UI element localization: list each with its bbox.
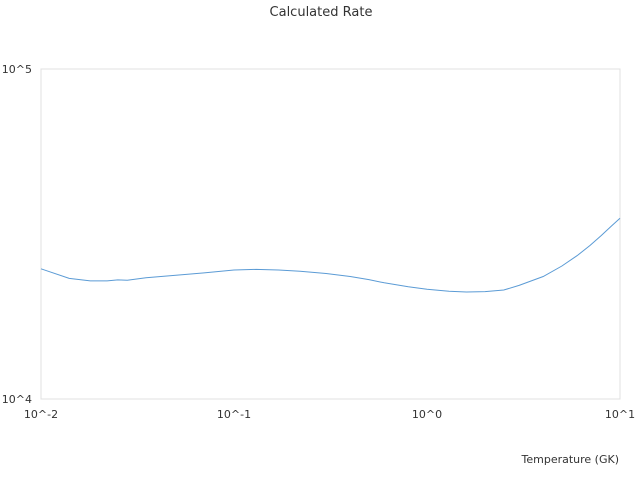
series-group	[40, 217, 621, 293]
chart-title: Calculated Rate	[270, 5, 373, 20]
x-tick-label: 10^-1	[217, 408, 251, 421]
plot-area	[40, 68, 621, 400]
x-axis-label: Temperature (GK)	[521, 453, 620, 466]
x-tick-label: 10^-2	[24, 408, 58, 421]
x-axis-ticks: 10^-2 10^-1 10^0 10^1	[24, 408, 635, 421]
series-line	[40, 217, 621, 293]
x-tick-label: 10^1	[605, 408, 635, 421]
y-axis-ticks: 10^4 10^5	[2, 63, 32, 406]
y-tick-label: 10^4	[2, 393, 32, 406]
x-tick-label: 10^0	[412, 408, 442, 421]
y-tick-label: 10^5	[2, 63, 32, 76]
